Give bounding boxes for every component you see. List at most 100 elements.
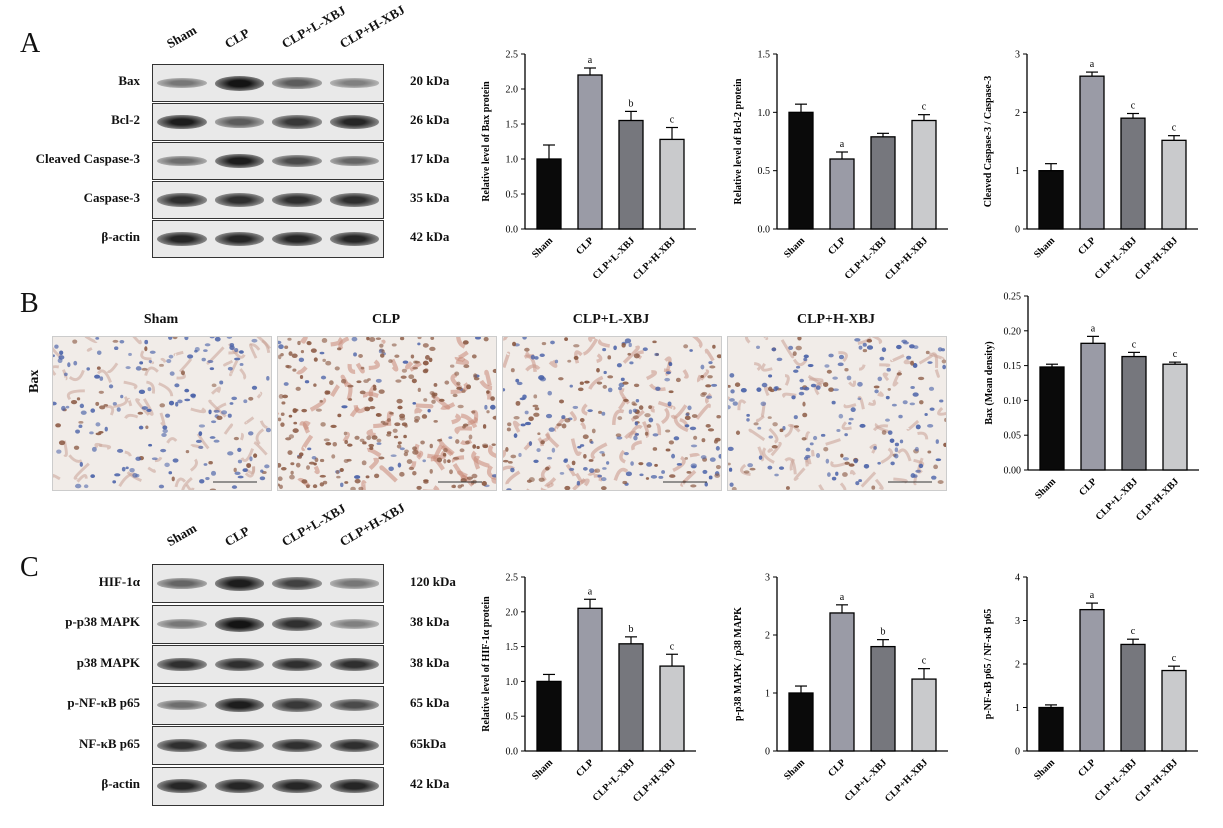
panel-letter-a: A — [20, 28, 41, 59]
blot-strip — [152, 103, 384, 141]
bar — [1120, 117, 1146, 230]
category-label: CLP — [1076, 757, 1098, 779]
protein-band — [329, 738, 379, 753]
significance-letter: a — [588, 586, 593, 597]
blot-strip — [152, 726, 384, 765]
molecular-weight: 65kDa — [410, 735, 447, 751]
bar — [1161, 669, 1187, 752]
blot-strip — [152, 181, 384, 219]
bar — [870, 645, 896, 752]
blot-label: p-NF-κB p65 — [67, 695, 140, 710]
significance-letter: c — [670, 115, 675, 126]
y-tick-label: 2.5 — [506, 573, 519, 584]
ihc-group-title: CLP+H-XBJ — [797, 312, 875, 327]
significance-letter: c — [670, 641, 675, 652]
bar — [829, 612, 855, 752]
blot-label: p38 MAPK — [76, 654, 140, 670]
molecular-weight: 42 kDa — [410, 229, 450, 244]
bar — [1120, 643, 1146, 752]
protein-band — [214, 231, 264, 247]
y-tick-label: 0.0 — [758, 225, 771, 236]
protein-band — [272, 77, 322, 89]
protein-band — [272, 154, 322, 168]
protein-band — [329, 193, 379, 207]
protein-band — [157, 738, 207, 753]
protein-band — [214, 616, 264, 632]
protein-band — [272, 115, 322, 129]
y-tick-label: 0.5 — [758, 166, 771, 177]
blot-label: Bax — [118, 73, 140, 88]
significance-letter: a — [1090, 59, 1095, 70]
y-axis-label: p-NF-κB p65 / NF-κB p65 — [983, 609, 994, 720]
protein-band — [272, 231, 322, 247]
bar — [911, 119, 937, 230]
protein-band — [157, 618, 207, 630]
blot-label: NF-κB p65 — [78, 735, 140, 751]
significance-letter: a — [840, 139, 845, 150]
y-tick-label: 1.5 — [506, 120, 519, 131]
y-tick-label: 2.0 — [506, 607, 519, 618]
y-tick-label: 0.0 — [506, 747, 519, 758]
protein-band — [157, 699, 207, 711]
significance-letter: c — [1172, 653, 1177, 664]
protein-band — [157, 578, 207, 589]
significance-letter: a — [840, 592, 845, 603]
protein-band — [214, 697, 264, 713]
category-label: Sham — [1032, 757, 1058, 783]
protein-band — [272, 738, 322, 753]
ihc-image — [502, 336, 722, 491]
protein-band — [157, 155, 207, 167]
protein-band — [329, 114, 379, 130]
blot-strip — [152, 685, 384, 725]
protein-band — [157, 778, 207, 794]
protein-band — [157, 231, 207, 247]
molecular-weight: 38 kDa — [410, 654, 450, 670]
blot-strip — [152, 142, 384, 180]
protein-band — [157, 657, 207, 672]
panel-letter-c: C — [20, 552, 39, 583]
panel-letter-b: B — [20, 288, 39, 319]
y-tick-label: 0.5 — [506, 712, 519, 723]
significance-letter: a — [1091, 323, 1096, 334]
y-tick-label: 0.0 — [506, 225, 519, 236]
significance-letter: c — [1131, 626, 1136, 637]
protein-band — [329, 657, 379, 672]
y-tick-label: 2.5 — [506, 50, 519, 61]
y-tick-label: 2.0 — [506, 85, 519, 96]
protein-band — [157, 114, 207, 130]
y-axis-label: Relative level of Bax protein — [481, 81, 492, 202]
y-tick-label: 1 — [1015, 703, 1020, 714]
significance-letter: c — [1172, 123, 1177, 134]
bar — [618, 119, 644, 230]
significance-letter: b — [629, 624, 634, 635]
y-tick-label: 0.20 — [1004, 326, 1022, 337]
blot-strip — [152, 604, 384, 644]
y-tick-label: 1.0 — [506, 677, 519, 688]
blot-strip — [152, 564, 384, 603]
ihc-image — [52, 336, 272, 491]
y-tick-label: 0 — [1015, 747, 1020, 758]
protein-band — [272, 657, 322, 672]
protein-band — [329, 619, 379, 629]
blot-strip — [152, 220, 384, 258]
significance-letter: a — [588, 55, 593, 66]
y-axis-label: Relative level of Bcl-2 protein — [733, 78, 744, 204]
bar — [1161, 139, 1187, 230]
ihc-group-title: CLP — [372, 312, 400, 327]
blot-label: β-actin — [101, 776, 140, 791]
molecular-weight: 17 kDa — [410, 151, 450, 166]
protein-band — [214, 75, 264, 91]
y-tick-label: 0.25 — [1004, 292, 1022, 303]
bar — [577, 607, 603, 752]
protein-band — [157, 77, 207, 89]
bar — [788, 692, 814, 752]
significance-letter: b — [881, 627, 886, 638]
protein-band — [214, 116, 264, 128]
protein-band — [272, 617, 322, 631]
protein-band — [329, 231, 379, 247]
